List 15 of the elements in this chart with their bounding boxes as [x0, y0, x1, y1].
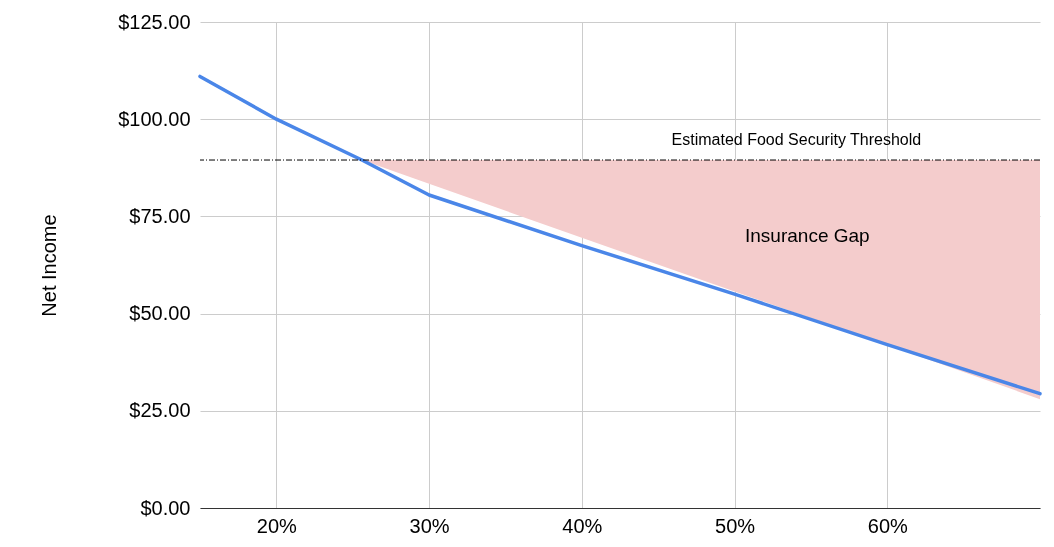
- y-axis-title: Net Income: [38, 214, 61, 317]
- y-tick-label: $100.00: [118, 107, 191, 130]
- x-tick-label: 20%: [256, 514, 298, 537]
- ref-line-label: Estimated Food Security Threshold: [671, 131, 922, 149]
- y-tick-label: $25.00: [129, 399, 191, 422]
- x-tick-label: 30%: [409, 514, 450, 537]
- y-tick-label: $125.00: [118, 10, 191, 33]
- line-series: [198, 74, 1042, 396]
- x-tick-label: 40%: [562, 514, 603, 537]
- annotation: Insurance Gap: [745, 224, 870, 246]
- x-tick-label: 60%: [867, 514, 908, 537]
- y-tick-label: $75.00: [129, 204, 191, 227]
- y-tick-label: $50.00: [129, 302, 191, 325]
- y-tick-label: $0.00: [140, 496, 191, 519]
- x-tick-label: 50%: [715, 514, 756, 537]
